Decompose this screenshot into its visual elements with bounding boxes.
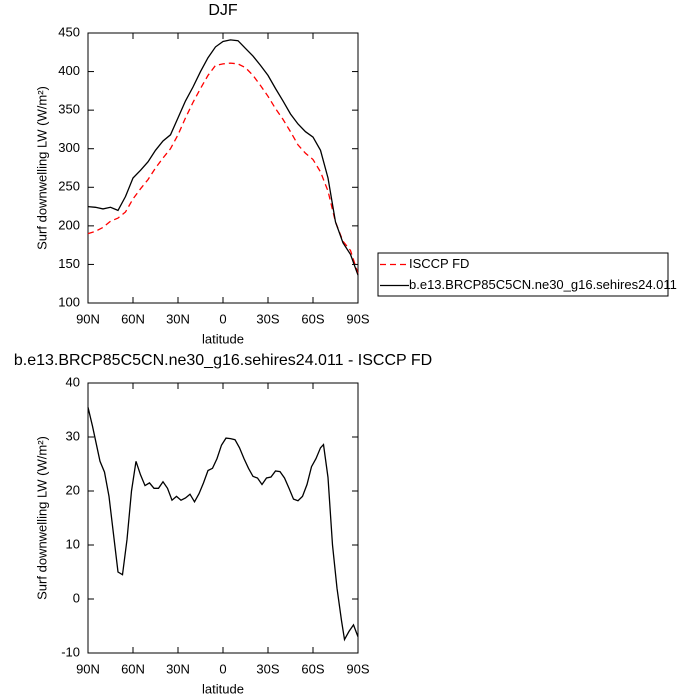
y-tick-label: 150	[58, 256, 80, 271]
y-tick-label: 100	[58, 294, 80, 309]
y-tick-label: 10	[66, 536, 80, 551]
series-line	[87, 407, 359, 642]
x-axis-label: latitude	[202, 331, 244, 346]
y-axis-label: Surf downwelling LW (W/m²)	[34, 86, 49, 250]
y-tick-label: 350	[58, 102, 80, 117]
x-tick-label: 30N	[166, 661, 190, 676]
x-tick-label: 60S	[301, 311, 324, 326]
x-axis-label: latitude	[202, 681, 244, 696]
x-tick-label: 90S	[346, 661, 369, 676]
x-tick-label: 30S	[256, 661, 279, 676]
legend-label: ISCCP FD	[409, 256, 469, 271]
x-tick-label: 60N	[121, 311, 145, 326]
y-tick-label: 300	[58, 140, 80, 155]
y-tick-label: 40	[66, 374, 80, 389]
x-tick-label: 60N	[121, 661, 145, 676]
y-tick-label: 30	[66, 428, 80, 443]
y-tick-label: 250	[58, 179, 80, 194]
y-tick-label: 450	[58, 24, 80, 39]
x-tick-label: 90N	[76, 661, 100, 676]
chart-title: b.e13.BRCP85C5CN.ne30_g16.sehires24.011 …	[14, 352, 432, 369]
y-tick-label: 20	[66, 482, 80, 497]
x-tick-label: 90S	[346, 311, 369, 326]
y-tick-label: 0	[73, 590, 80, 605]
x-tick-label: 60S	[301, 661, 324, 676]
x-tick-label: 0	[219, 661, 226, 676]
series-line	[87, 39, 359, 276]
x-tick-label: 30N	[166, 311, 190, 326]
plot-frame	[87, 32, 359, 304]
legend-label: b.e13.BRCP85C5CN.ne30_g16.sehires24.011	[409, 277, 677, 292]
y-tick-label: 400	[58, 63, 80, 78]
y-tick-label: 200	[58, 217, 80, 232]
x-tick-label: 0	[219, 311, 226, 326]
plot-frame	[87, 382, 359, 654]
y-tick-label: -10	[61, 644, 80, 659]
x-tick-label: 90N	[76, 311, 100, 326]
y-axis-label: Surf downwelling LW (W/m²)	[34, 436, 49, 600]
series-line	[87, 62, 359, 274]
chart-title: DJF	[208, 2, 238, 19]
legend-box	[377, 252, 669, 297]
x-tick-label: 30S	[256, 311, 279, 326]
